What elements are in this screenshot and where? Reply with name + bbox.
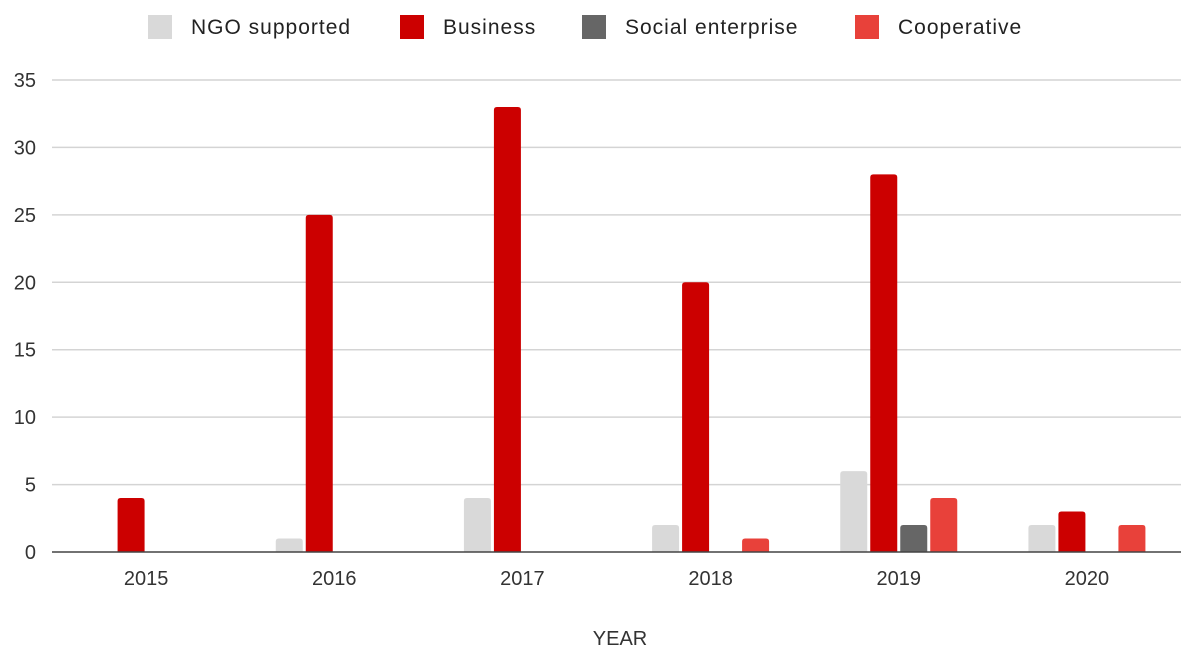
legend-swatch [400,15,424,39]
x-tick-label: 2015 [124,568,169,590]
bar-business-2015 [117,498,145,552]
bar-cooperative-2020 [1118,525,1146,552]
bar-ngo-supported-2020 [1028,525,1056,552]
y-tick-label: 20 [14,272,36,294]
y-tick-label: 30 [14,137,36,159]
y-tick-label: 35 [14,70,36,92]
legend-item: Business [400,15,536,39]
bar-business-2020 [1058,511,1086,552]
legend-label: Business [443,16,536,39]
legend-swatch [148,15,172,39]
legend-item: Cooperative [855,15,1022,39]
legend-item: Social enterprise [582,15,798,39]
y-tick-label: 5 [25,475,36,497]
y-tick-label: 10 [14,407,36,429]
bar-cooperative-2019 [930,498,958,552]
x-axis-ticks: 2015 2016 2017 2018 2019 2020 [124,568,1109,590]
bar-ngo-supported-2019 [840,471,868,552]
legend-item: NGO supported [148,15,351,39]
bar-social-enterprise-2019 [900,525,928,552]
bar-ngo-supported-2017 [463,498,491,552]
bar-business-2017 [493,106,521,552]
gridlines [52,79,1181,486]
y-axis-ticks: 0 5 10 15 20 25 30 35 [14,70,36,564]
y-tick-label: 15 [14,340,36,362]
bar-business-2016 [305,214,333,552]
x-axis-title: YEAR [593,628,647,648]
y-tick-label: 25 [14,205,36,227]
legend-label: Social enterprise [625,16,798,39]
bar-business-2018 [682,282,710,552]
legend-label: NGO supported [191,16,351,39]
bars [117,106,1146,552]
legend-label: Cooperative [898,16,1022,39]
bar-business-2019 [870,174,898,552]
x-tick-label: 2017 [500,568,545,590]
y-tick-label: 0 [25,542,36,564]
legend-swatch [855,15,879,39]
x-tick-label: 2018 [688,568,733,590]
x-tick-label: 2016 [312,568,357,590]
bar-ngo-supported-2016 [275,538,303,552]
legend-swatch [582,15,606,39]
x-tick-label: 2019 [877,568,922,590]
legend: NGO supported Business Social enterprise Co… [148,15,1022,39]
bar-ngo-supported-2018 [652,525,680,552]
bar-cooperative-2018 [742,538,770,552]
x-tick-label: 2020 [1065,568,1110,590]
